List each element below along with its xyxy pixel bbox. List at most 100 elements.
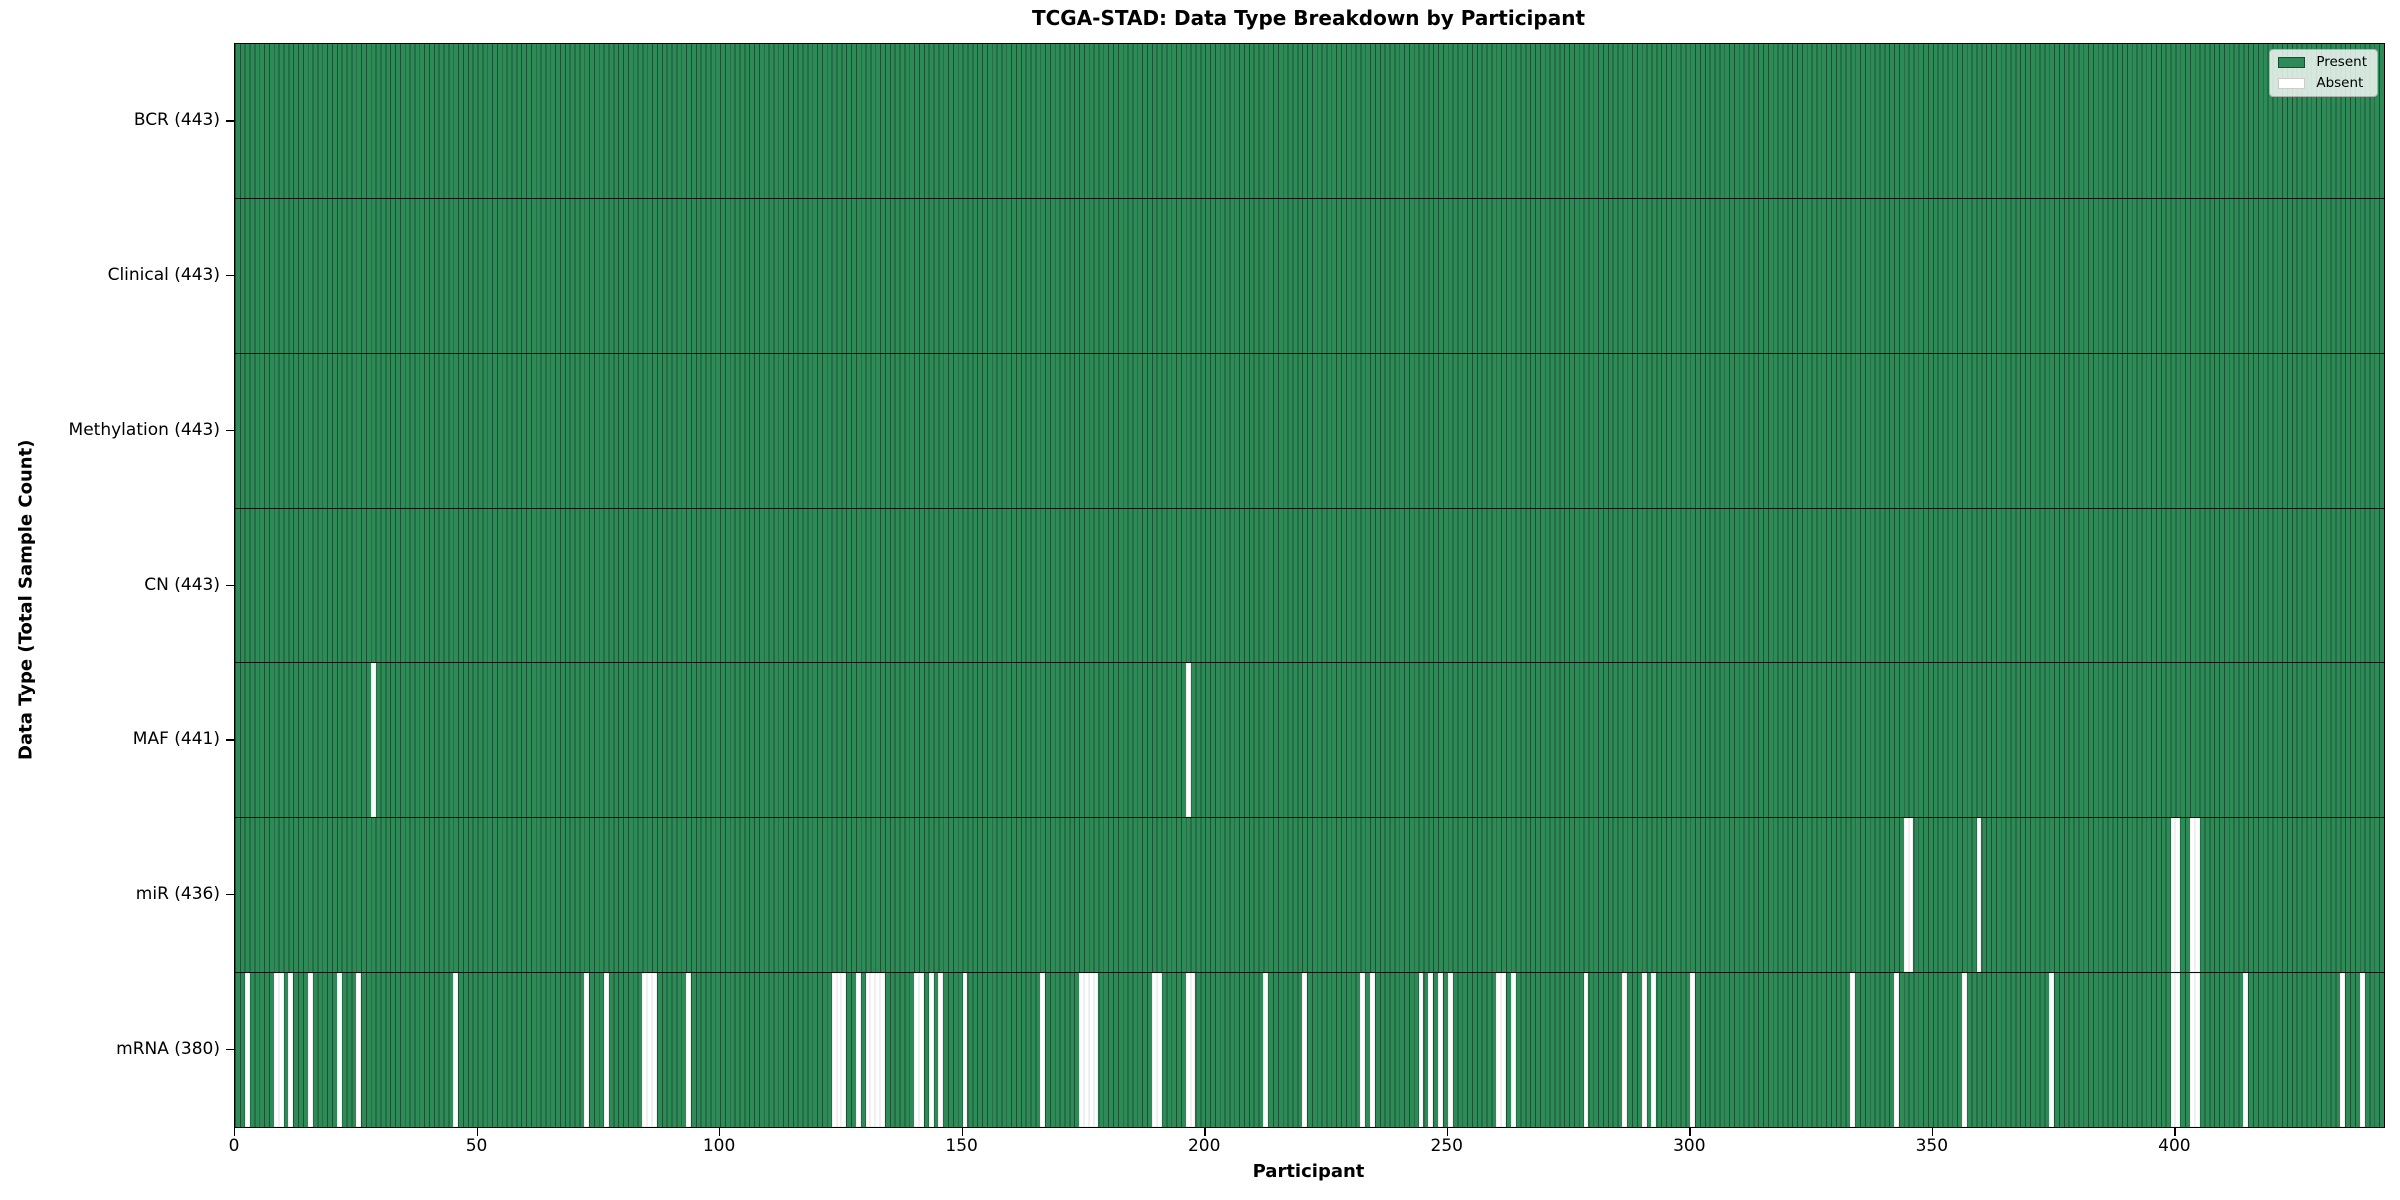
absent-gap: [928, 973, 934, 1128]
absent-gap: [278, 973, 284, 1128]
absent-gap: [1418, 973, 1424, 1128]
x-axis-tick-label: 400: [2158, 1136, 2191, 1156]
absent-gap: [2243, 973, 2249, 1128]
plot-area: Present Absent: [234, 43, 2385, 1128]
absent-gap: [1583, 973, 1589, 1128]
absent-gap: [1093, 973, 1099, 1128]
x-axis-tick: [476, 1127, 478, 1136]
absent-gap: [1850, 973, 1856, 1128]
y-axis-label: Data Type (Total Sample Count): [15, 439, 37, 761]
absent-gap: [1185, 973, 1191, 1128]
absent-gap: [1156, 973, 1162, 1128]
y-axis-tick-label: CN (443): [144, 574, 220, 595]
legend-item-present: Present: [2278, 54, 2367, 70]
absent-gap: [1510, 973, 1516, 1128]
absent-gap: [2170, 973, 2176, 1128]
absent-gap: [1370, 973, 1375, 1128]
absent-gap: [273, 973, 279, 1128]
absent-gap: [1079, 973, 1084, 1128]
absent-gap: [288, 973, 294, 1128]
absent-gap: [603, 973, 609, 1128]
absent-gap: [370, 663, 376, 818]
absent-gap: [1894, 973, 1899, 1128]
absent-gap: [1088, 973, 1094, 1128]
absent-gap: [1447, 973, 1453, 1128]
absent-gap: [1976, 818, 1982, 973]
x-axis-tick: [1446, 1127, 1449, 1136]
absent-gap: [584, 973, 590, 1128]
absent-gap: [865, 973, 871, 1128]
heatmap-row-mir: [235, 817, 2384, 973]
legend-label-present: Present: [2316, 54, 2367, 70]
absent-gap: [870, 973, 876, 1128]
absent-gap: [647, 973, 653, 1128]
x-axis-tick: [234, 1127, 236, 1136]
absent-gap: [2194, 973, 2200, 1128]
absent-gap: [2189, 818, 2195, 973]
absent-gap: [1190, 973, 1196, 1128]
y-axis-tick: [226, 739, 234, 741]
absent-gap: [880, 973, 886, 1128]
x-axis-tick-label: 50: [465, 1136, 488, 1156]
y-axis-tick-label: mRNA (380): [116, 1038, 220, 1059]
absent-gap: [1496, 973, 1502, 1128]
x-axis-tick: [719, 1127, 721, 1136]
x-axis-tick: [1204, 1127, 1206, 1136]
absent-gap: [1651, 973, 1657, 1128]
x-axis-tick-label: 350: [1915, 1136, 1949, 1156]
y-axis-tick: [226, 120, 234, 122]
absent-gap: [1151, 973, 1157, 1128]
absent-gap: [1690, 973, 1696, 1128]
absent-gap: [1360, 973, 1366, 1128]
x-axis-tick-label: 100: [702, 1136, 736, 1156]
absent-gap: [938, 973, 944, 1128]
absent-gap: [1501, 973, 1506, 1128]
heatmap-row-clinical: [235, 197, 2384, 353]
absent-gap: [855, 973, 861, 1128]
y-axis-tick: [226, 429, 234, 432]
absent-gap: [918, 973, 924, 1128]
absent-gap: [336, 973, 342, 1128]
absent-gap: [1083, 973, 1089, 1128]
absent-gap: [914, 973, 919, 1128]
absent-gap: [1622, 973, 1628, 1128]
absent-gap: [2175, 818, 2181, 973]
absent-gap: [1185, 663, 1191, 818]
legend-swatch-present: [2278, 57, 2306, 69]
chart-title: TCGA-STAD: Data Type Breakdown by Partic…: [1031, 6, 1586, 30]
x-axis-tick: [961, 1127, 964, 1136]
absent-gap: [1263, 973, 1269, 1128]
x-axis-tick: [2174, 1127, 2176, 1136]
y-axis-tick: [226, 584, 234, 586]
legend-item-absent: Absent: [2278, 74, 2367, 91]
y-axis-tick-label: BCR (443): [133, 110, 220, 131]
absent-gap: [642, 973, 648, 1128]
absent-gap: [307, 973, 313, 1128]
y-axis-tick-label: MAF (441): [132, 729, 220, 750]
absent-gap: [1302, 973, 1308, 1128]
x-axis-tick: [1931, 1127, 1934, 1136]
heatmap-row-bcr: [235, 44, 2384, 198]
absent-gap: [2175, 973, 2181, 1128]
absent-gap: [836, 973, 842, 1128]
heatmap-row-mrna: [235, 972, 2384, 1128]
y-axis-tick-label: miR (436): [135, 883, 220, 904]
absent-gap: [841, 973, 847, 1128]
heatmap-row-cn: [235, 507, 2384, 663]
absent-gap: [2194, 818, 2200, 973]
absent-gap: [2340, 973, 2346, 1128]
absent-gap: [453, 973, 459, 1128]
absent-gap: [831, 973, 837, 1128]
y-axis-tick-label: Methylation (443): [68, 419, 220, 440]
y-axis-tick-label: Clinical (443): [107, 265, 220, 286]
legend-label-absent: Absent: [2316, 74, 2364, 91]
y-axis-tick: [226, 275, 234, 277]
absent-gap: [1961, 973, 1967, 1128]
absent-gap: [1040, 973, 1046, 1128]
x-axis-tick-label: 0: [228, 1136, 240, 1156]
heatmap-row-methylation: [235, 352, 2384, 508]
heatmap-row-maf: [235, 662, 2384, 818]
legend: Present Absent: [2269, 49, 2378, 97]
absent-gap: [652, 973, 658, 1128]
